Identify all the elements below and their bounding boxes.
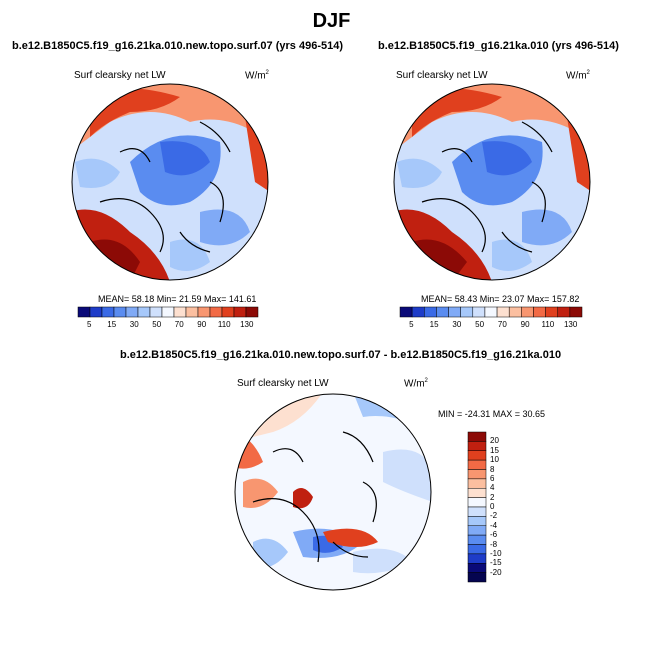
colorbar-swatch	[77, 306, 91, 318]
colorbar-tick-label: 90	[520, 320, 530, 329]
colorbar-tick-label: 8	[490, 464, 495, 474]
panel-1-polar-map	[71, 83, 269, 281]
colorbar-tick-label: 0	[490, 502, 495, 511]
panel-1-colorbar	[77, 306, 259, 318]
colorbar-tick-label: -8	[490, 539, 498, 549]
colorbar-swatch	[467, 478, 487, 489]
colorbar-tick-label: 30	[452, 320, 462, 329]
colorbar-swatch	[467, 431, 487, 442]
figure-title: DJF	[312, 10, 351, 32]
colorbar-swatch	[460, 306, 474, 318]
panel-2-title: b.e12.B1850C5.f19_g16.21ka.010 (yrs 496-…	[378, 40, 619, 52]
colorbar-swatch	[467, 525, 487, 536]
colorbar-swatch	[424, 306, 437, 318]
colorbar-swatch	[467, 572, 487, 583]
colorbar-swatch	[467, 497, 487, 508]
colorbar-swatch	[472, 306, 486, 318]
colorbar-swatch	[521, 306, 534, 318]
panel-1-colorbar-ticks: 5 15 30 50 70 90 110 130	[78, 320, 258, 332]
colorbar-swatch	[125, 306, 139, 318]
colorbar-tick-label: 70	[174, 320, 184, 329]
colorbar-tick-label: 15	[490, 445, 499, 455]
panel-2-colorbar	[399, 306, 583, 318]
colorbar-tick-label: 70	[497, 320, 507, 329]
colorbar-tick-label: 15	[107, 320, 117, 329]
colorbar-swatch	[245, 306, 259, 318]
colorbar-swatch	[467, 516, 487, 526]
colorbar-swatch	[545, 306, 558, 318]
colorbar-tick-label: 5	[87, 320, 92, 329]
colorbar-swatch	[467, 450, 487, 461]
colorbar-swatch	[569, 306, 583, 318]
colorbar-swatch	[209, 306, 223, 318]
colorbar-tick-label: 110	[541, 320, 555, 329]
colorbar-swatch	[467, 459, 487, 470]
panel-1-units: W/m2	[245, 70, 269, 82]
colorbar-tick-label: -10	[490, 548, 502, 558]
panel-1-stats: MEAN= 58.18 Min= 21.59 Max= 141.61	[98, 294, 257, 304]
colorbar-swatch	[399, 306, 413, 318]
panel-2-colorbar-ticks: 5 15 30 50 70 90 110 130	[400, 320, 582, 332]
colorbar-tick-label: 50	[152, 320, 162, 329]
colorbar-swatch	[557, 306, 571, 318]
panel-3-title: b.e12.B1850C5.f19_g16.21ka.010.new.topo.…	[120, 349, 562, 361]
panel-1-variable: Surf clearsky net LW	[74, 70, 166, 81]
colorbar-tick-label: 15	[429, 320, 439, 329]
colorbar-swatch	[233, 306, 247, 318]
colorbar-swatch	[173, 306, 187, 318]
colorbar-swatch	[448, 306, 461, 318]
colorbar-tick-label: -15	[490, 558, 502, 568]
colorbar-swatch	[113, 306, 127, 318]
colorbar-swatch	[484, 306, 498, 318]
colorbar-tick-label: 90	[197, 320, 207, 329]
panel-2-units: W/m2	[566, 70, 590, 82]
panel-2-variable: Surf clearsky net LW	[396, 70, 488, 81]
colorbar-tick-label: -4	[490, 520, 498, 530]
panel-3-colorbar-ticks: 20 15 10 8 6 4 2 0 -2 -4 -6 -8 -10 -15 -20	[490, 432, 520, 582]
colorbar-swatch	[221, 306, 235, 318]
colorbar-tick-label: 5	[409, 320, 414, 329]
colorbar-swatch	[411, 306, 425, 318]
colorbar-swatch	[161, 306, 175, 318]
colorbar-swatch	[496, 306, 510, 318]
colorbar-swatch	[467, 469, 487, 480]
colorbar-tick-label: 10	[490, 455, 499, 465]
colorbar-swatch	[101, 306, 115, 318]
colorbar-tick-label: -2	[490, 511, 498, 521]
colorbar-swatch	[467, 506, 487, 517]
colorbar-tick-label: 50	[475, 320, 485, 329]
panel-3-stats: MIN = -24.31 MAX = 30.65	[438, 409, 546, 419]
colorbar-swatch	[508, 306, 522, 318]
colorbar-tick-label: 6	[490, 473, 495, 483]
panel-3-variable: Surf clearsky net LW	[237, 378, 329, 389]
colorbar-swatch	[533, 306, 546, 318]
colorbar-swatch	[467, 544, 487, 555]
colorbar-tick-label: -6	[490, 530, 498, 540]
panel-2-polar-map	[393, 83, 591, 281]
colorbar-tick-label: 20	[490, 436, 499, 446]
colorbar-tick-label: 4	[490, 483, 495, 493]
colorbar-swatch	[467, 488, 487, 498]
colorbar-swatch	[197, 306, 211, 318]
panel-3-units: W/m2	[404, 378, 428, 390]
colorbar-swatch	[467, 563, 487, 573]
colorbar-tick-label: 30	[129, 320, 139, 329]
colorbar-swatch	[185, 306, 199, 318]
colorbar-swatch	[436, 306, 449, 318]
panel-2-stats: MEAN= 58.43 Min= 23.07 Max= 157.82	[421, 294, 580, 304]
colorbar-swatch	[137, 306, 151, 318]
colorbar-tick-label: 130	[240, 320, 254, 329]
panel-3-colorbar	[467, 431, 487, 583]
colorbar-swatch	[467, 553, 487, 564]
colorbar-swatch	[467, 534, 487, 545]
panel-3-polar-map	[234, 393, 432, 591]
colorbar-tick-label: 2	[490, 492, 495, 502]
colorbar-swatch	[89, 306, 103, 318]
colorbar-swatch	[467, 441, 487, 451]
colorbar-tick-label: 110	[217, 320, 231, 329]
colorbar-tick-label: 130	[563, 320, 578, 329]
panel-1-title: b.e12.B1850C5.f19_g16.21ka.010.new.topo.…	[12, 40, 343, 52]
colorbar-swatch	[149, 306, 163, 318]
colorbar-tick-label: -20	[490, 567, 502, 577]
